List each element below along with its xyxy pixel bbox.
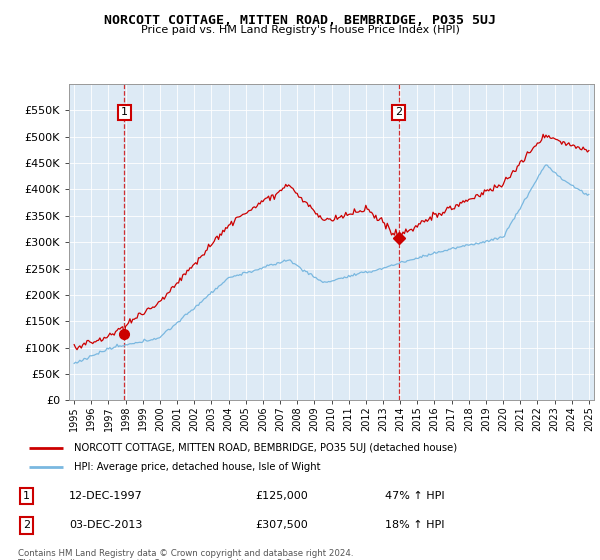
Text: Price paid vs. HM Land Registry's House Price Index (HPI): Price paid vs. HM Land Registry's House …	[140, 25, 460, 35]
Text: 1: 1	[23, 491, 30, 501]
Text: NORCOTT COTTAGE, MITTEN ROAD, BEMBRIDGE, PO35 5UJ: NORCOTT COTTAGE, MITTEN ROAD, BEMBRIDGE,…	[104, 14, 496, 27]
Text: 18% ↑ HPI: 18% ↑ HPI	[385, 520, 444, 530]
Text: 2: 2	[395, 108, 403, 118]
Text: 12-DEC-1997: 12-DEC-1997	[69, 491, 143, 501]
Text: £307,500: £307,500	[255, 520, 308, 530]
Text: Contains HM Land Registry data © Crown copyright and database right 2024.
This d: Contains HM Land Registry data © Crown c…	[18, 549, 353, 560]
Text: 03-DEC-2013: 03-DEC-2013	[69, 520, 142, 530]
Text: NORCOTT COTTAGE, MITTEN ROAD, BEMBRIDGE, PO35 5UJ (detached house): NORCOTT COTTAGE, MITTEN ROAD, BEMBRIDGE,…	[74, 443, 458, 453]
Text: 2: 2	[23, 520, 30, 530]
Text: 1: 1	[121, 108, 128, 118]
Text: 47% ↑ HPI: 47% ↑ HPI	[385, 491, 444, 501]
Text: £125,000: £125,000	[255, 491, 308, 501]
Text: HPI: Average price, detached house, Isle of Wight: HPI: Average price, detached house, Isle…	[74, 463, 321, 473]
